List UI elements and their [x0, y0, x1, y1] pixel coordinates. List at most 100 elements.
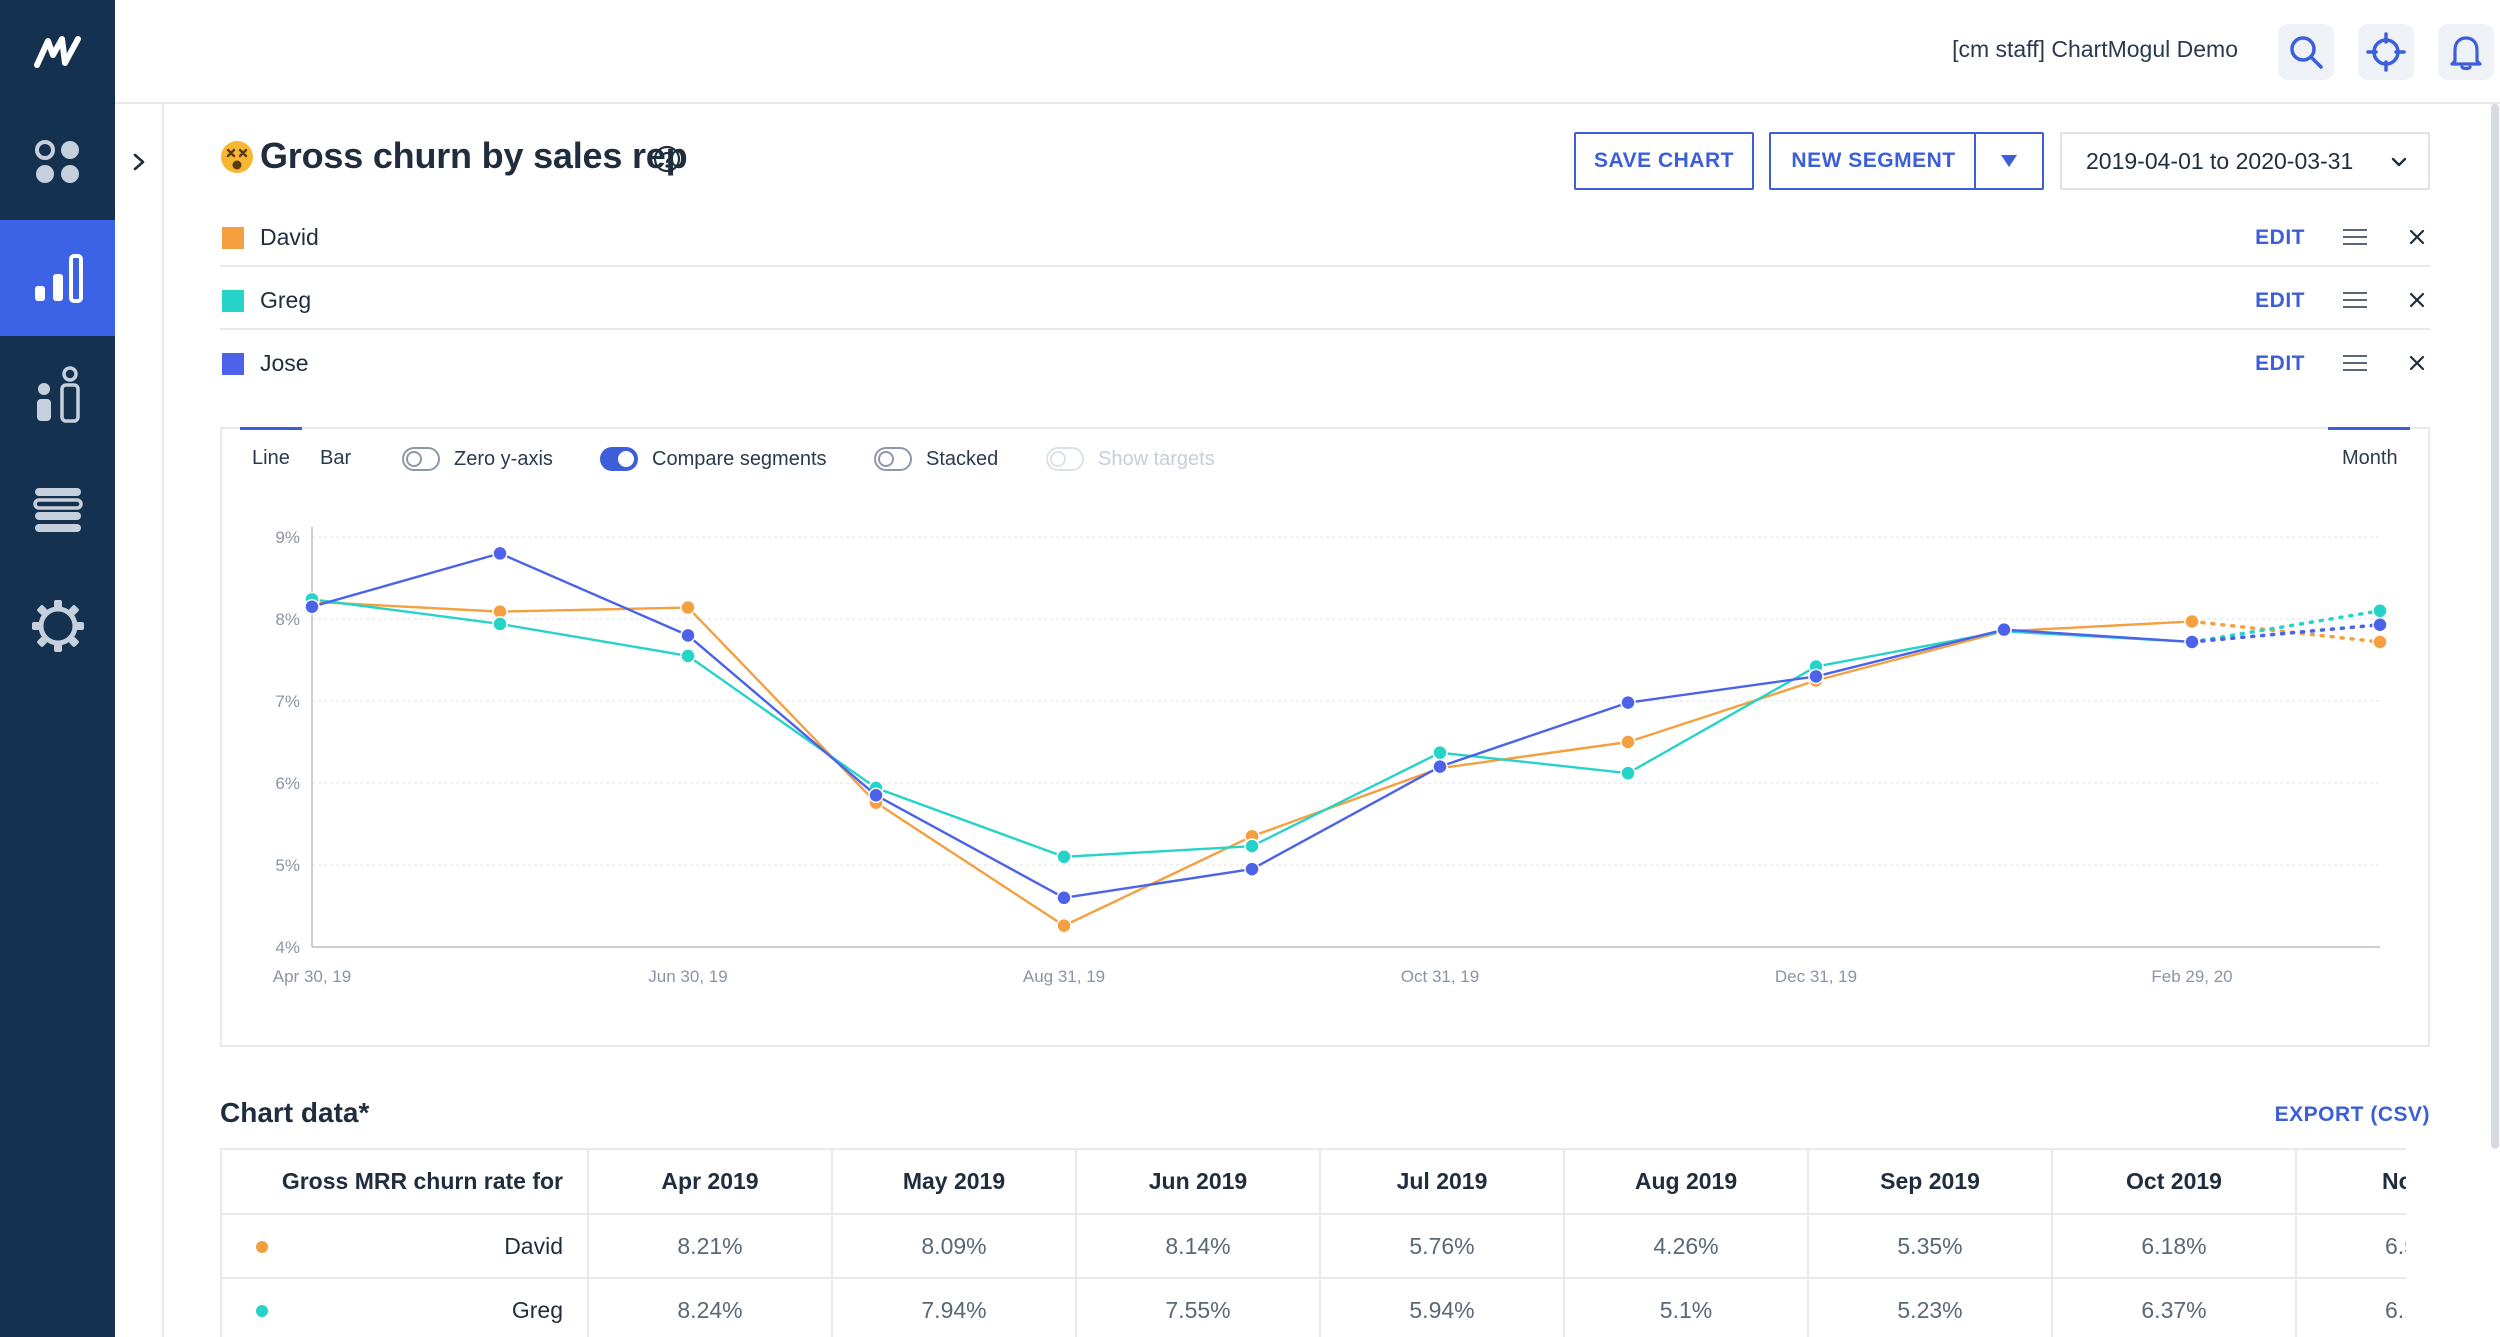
chart-data-title: Chart data*: [220, 1097, 370, 1128]
table-cell: 5.76%: [1320, 1214, 1565, 1279]
data-point-jose: [680, 627, 696, 644]
chevron-down-icon: [2391, 157, 2407, 167]
toggle-switch: [402, 447, 440, 471]
bar-chart-icon: [34, 254, 83, 303]
page-title: Gross churn by sales rep: [260, 135, 688, 176]
table-cell: 7.55%: [1076, 1278, 1321, 1337]
customers-icon: [36, 366, 80, 423]
table-cell: 5.1%: [1564, 1278, 1809, 1337]
chevron-right-icon: [133, 153, 145, 171]
table-row: David 8.21% 8.09% 8.14% 5.76% 4.26% 5.35…: [222, 1214, 2406, 1279]
segment-dot: [256, 1305, 268, 1317]
drag-handle-icon[interactable]: [2342, 354, 2368, 372]
crosshair-button[interactable]: [2358, 24, 2414, 80]
table-row-label: David: [222, 1214, 589, 1279]
segment-dot: [256, 1241, 268, 1253]
compare-segments-toggle[interactable]: Compare segments: [600, 447, 827, 471]
search-icon: [2290, 36, 2323, 69]
top-bar: [cm staff] ChartMogul Demo: [115, 0, 2500, 104]
segment-name: Jose: [260, 350, 309, 376]
segment-edit-button[interactable]: EDIT: [2255, 289, 2305, 312]
table-header-cell: Aug 2019: [1564, 1150, 1809, 1215]
expand-panel-button[interactable]: [125, 148, 153, 176]
tab-line[interactable]: Line: [252, 447, 290, 469]
table-cell: 8.24%: [588, 1278, 833, 1337]
table-cell: 4.26%: [1564, 1214, 1809, 1279]
x-tick-label: Jun 30, 19: [648, 967, 727, 986]
dizzy-face-emoji-icon: [221, 141, 253, 173]
table-cell: 7.94%: [832, 1278, 1077, 1337]
nav-item-customers[interactable]: [0, 336, 115, 452]
table-cell: 6.37%: [2052, 1278, 2297, 1337]
line-chart: 4% 5% 6% 7% 8% 9% Apr 30, 19 Jun 30, 19 Aug 31, …: [273, 527, 2388, 986]
close-icon[interactable]: [2408, 354, 2426, 372]
data-point-greg: [492, 616, 508, 632]
help-icon[interactable]: [653, 145, 681, 173]
dashboard-icon: [34, 140, 79, 183]
table-header-cell: Nov 2019: [2296, 1150, 2406, 1215]
data-point-david: [680, 599, 696, 616]
toggle-label: Stacked: [926, 447, 999, 470]
x-tick-label: Dec 31, 19: [1775, 967, 1857, 986]
y-tick-label: 4%: [275, 938, 300, 957]
nav-item-settings[interactable]: [0, 568, 115, 684]
segment-name: Greg: [260, 287, 312, 313]
data-point-jose: [868, 787, 884, 804]
data-point-jose: [1432, 758, 1448, 775]
table-cell: 8.14%: [1076, 1214, 1321, 1279]
table-header-cell: Jul 2019: [1320, 1150, 1565, 1215]
x-tick-label: Feb 29, 20: [2151, 967, 2232, 986]
new-segment-button[interactable]: NEW SEGMENT: [1769, 132, 1976, 190]
segment-edit-button[interactable]: EDIT: [2255, 352, 2305, 375]
data-point-david: [1620, 734, 1636, 750]
export-csv-button[interactable]: EXPORT (CSV): [2274, 1103, 2430, 1126]
interval-select[interactable]: Month: [2342, 447, 2398, 469]
close-icon[interactable]: [2408, 291, 2426, 309]
table-header-cell: Gross MRR churn rate for: [222, 1150, 589, 1215]
caret-down-icon: [2001, 155, 2017, 167]
tab-bar[interactable]: Bar: [320, 447, 352, 469]
segment-color-swatch: [222, 290, 244, 312]
nav-item-dashboard[interactable]: [0, 104, 115, 220]
search-button[interactable]: [2278, 24, 2334, 80]
toggle-switch: [1046, 447, 1084, 471]
segment-row: David EDIT: [220, 204, 2430, 267]
date-range-select[interactable]: 2019-04-01 to 2020-03-31: [2060, 132, 2430, 190]
series-projection-david: [2190, 619, 2382, 644]
save-chart-button[interactable]: SAVE CHART: [1574, 132, 1754, 190]
notifications-button[interactable]: [2438, 24, 2494, 80]
data-point-greg: [1432, 744, 1448, 761]
crosshair-icon: [2366, 32, 2406, 72]
chartmogul-logo[interactable]: [0, 0, 115, 104]
close-icon[interactable]: [2408, 228, 2426, 246]
drag-handle-icon[interactable]: [2342, 228, 2368, 246]
chart-data-table: Gross MRR churn rate for Apr 2019 May 20…: [220, 1148, 2406, 1337]
y-tick-label: 9%: [275, 528, 300, 547]
side-navigation: [0, 0, 115, 1337]
data-point-jose: [492, 545, 508, 562]
table-header-cell: Oct 2019: [2052, 1150, 2297, 1215]
table-cell: 5.23%: [1808, 1278, 2053, 1337]
table-cell: 5.94%: [1320, 1278, 1565, 1337]
segment-color-swatch: [222, 227, 244, 249]
account-name[interactable]: [cm staff] ChartMogul Demo: [1952, 36, 2238, 62]
data-point-david: [2372, 634, 2388, 650]
data-point-david: [2184, 613, 2200, 630]
page-scrollbar[interactable]: [2490, 104, 2500, 1337]
stacked-toggle[interactable]: Stacked: [874, 447, 998, 471]
table-header-cell: Jun 2019: [1076, 1150, 1321, 1215]
scrollbar-thumb[interactable]: [2491, 104, 2499, 1149]
nav-item-lists[interactable]: [0, 452, 115, 568]
zero-y-axis-toggle[interactable]: Zero y-axis: [402, 447, 553, 471]
y-tick-label: 8%: [275, 610, 300, 629]
y-tick-label: 7%: [275, 692, 300, 711]
x-tick-label: Oct 31, 19: [1401, 967, 1479, 986]
drag-handle-icon[interactable]: [2342, 291, 2368, 309]
series-projection-jose: [2190, 622, 2382, 644]
segment-edit-button[interactable]: EDIT: [2255, 226, 2305, 249]
new-segment-dropdown-button[interactable]: [1974, 132, 2044, 190]
segment-row: Greg EDIT: [220, 267, 2430, 330]
data-point-greg: [1620, 765, 1636, 781]
nav-item-reports[interactable]: [0, 220, 115, 336]
